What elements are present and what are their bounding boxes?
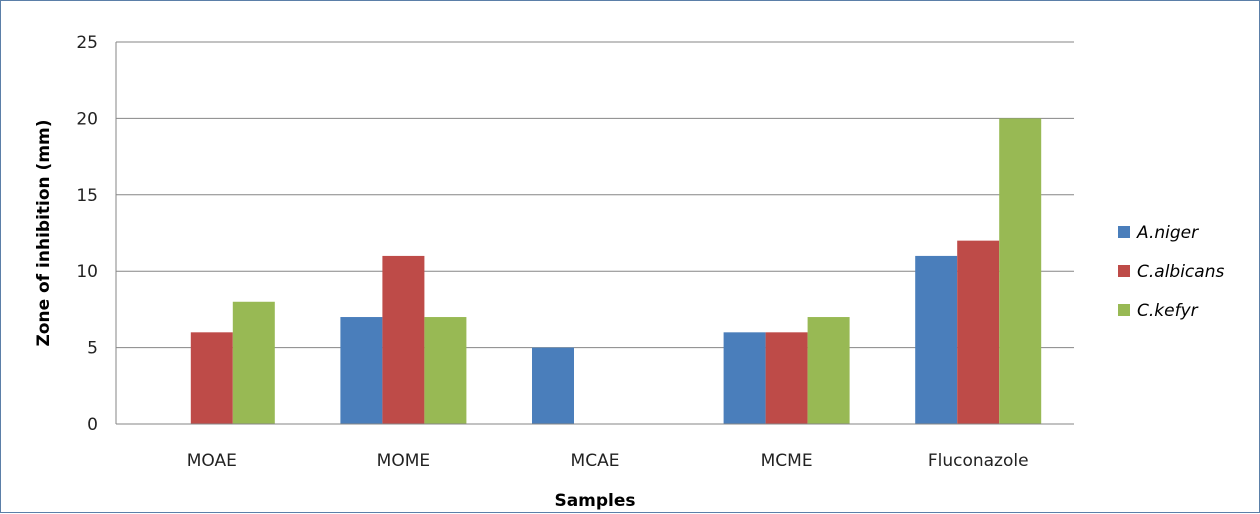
legend-label: A.niger [1136,223,1199,243]
bar-c-kefyr-fluconazole [999,118,1042,425]
legend-swatch [1118,265,1130,277]
bar-a-niger-mcae [532,347,574,424]
bar-c-kefyr-mome [424,317,467,424]
bar-c-albicans-fluconazole [957,240,1000,424]
y-tick-label: 20 [76,109,98,129]
x-tick-label: MOME [377,451,430,471]
legend-label: C.kefyr [1137,301,1199,321]
x-tick-label: MOAE [187,451,237,471]
x-axis-title: Samples [554,491,635,511]
legend: A.niger C.albicans C.kefyr [1118,223,1224,321]
gridlines [116,41,1074,349]
legend-swatch [1118,226,1130,238]
x-tick-labels: MOAE MOME MCAE MCME Fluconazole [187,451,1029,471]
bar-a-niger-mome [340,317,383,424]
bar-a-niger-mcme [723,332,766,424]
bar-c-albicans-mome [382,255,425,424]
y-axis-title: Zone of inhibition (mm) [34,119,54,346]
y-tick-label: 25 [76,33,98,53]
y-tick-label: 10 [76,262,98,282]
bar-a-niger-fluconazole [915,255,958,424]
x-tick-label: MCME [761,451,813,471]
x-tick-label: MCAE [571,451,620,471]
legend-swatch [1118,304,1130,316]
legend-label: C.albicans [1137,262,1224,282]
bar-c-kefyr-mcme [807,317,850,424]
bars [190,118,1042,425]
y-tick-label: 0 [87,415,98,435]
bar-c-albicans-moae [190,332,233,424]
y-tick-label: 15 [76,186,98,206]
bar-c-kefyr-moae [232,301,275,424]
x-tick-label: Fluconazole [928,451,1029,471]
bar-c-albicans-mcme [765,332,808,424]
y-tick-label: 5 [87,339,98,359]
y-tick-labels: 0 5 10 15 20 25 [76,33,98,435]
